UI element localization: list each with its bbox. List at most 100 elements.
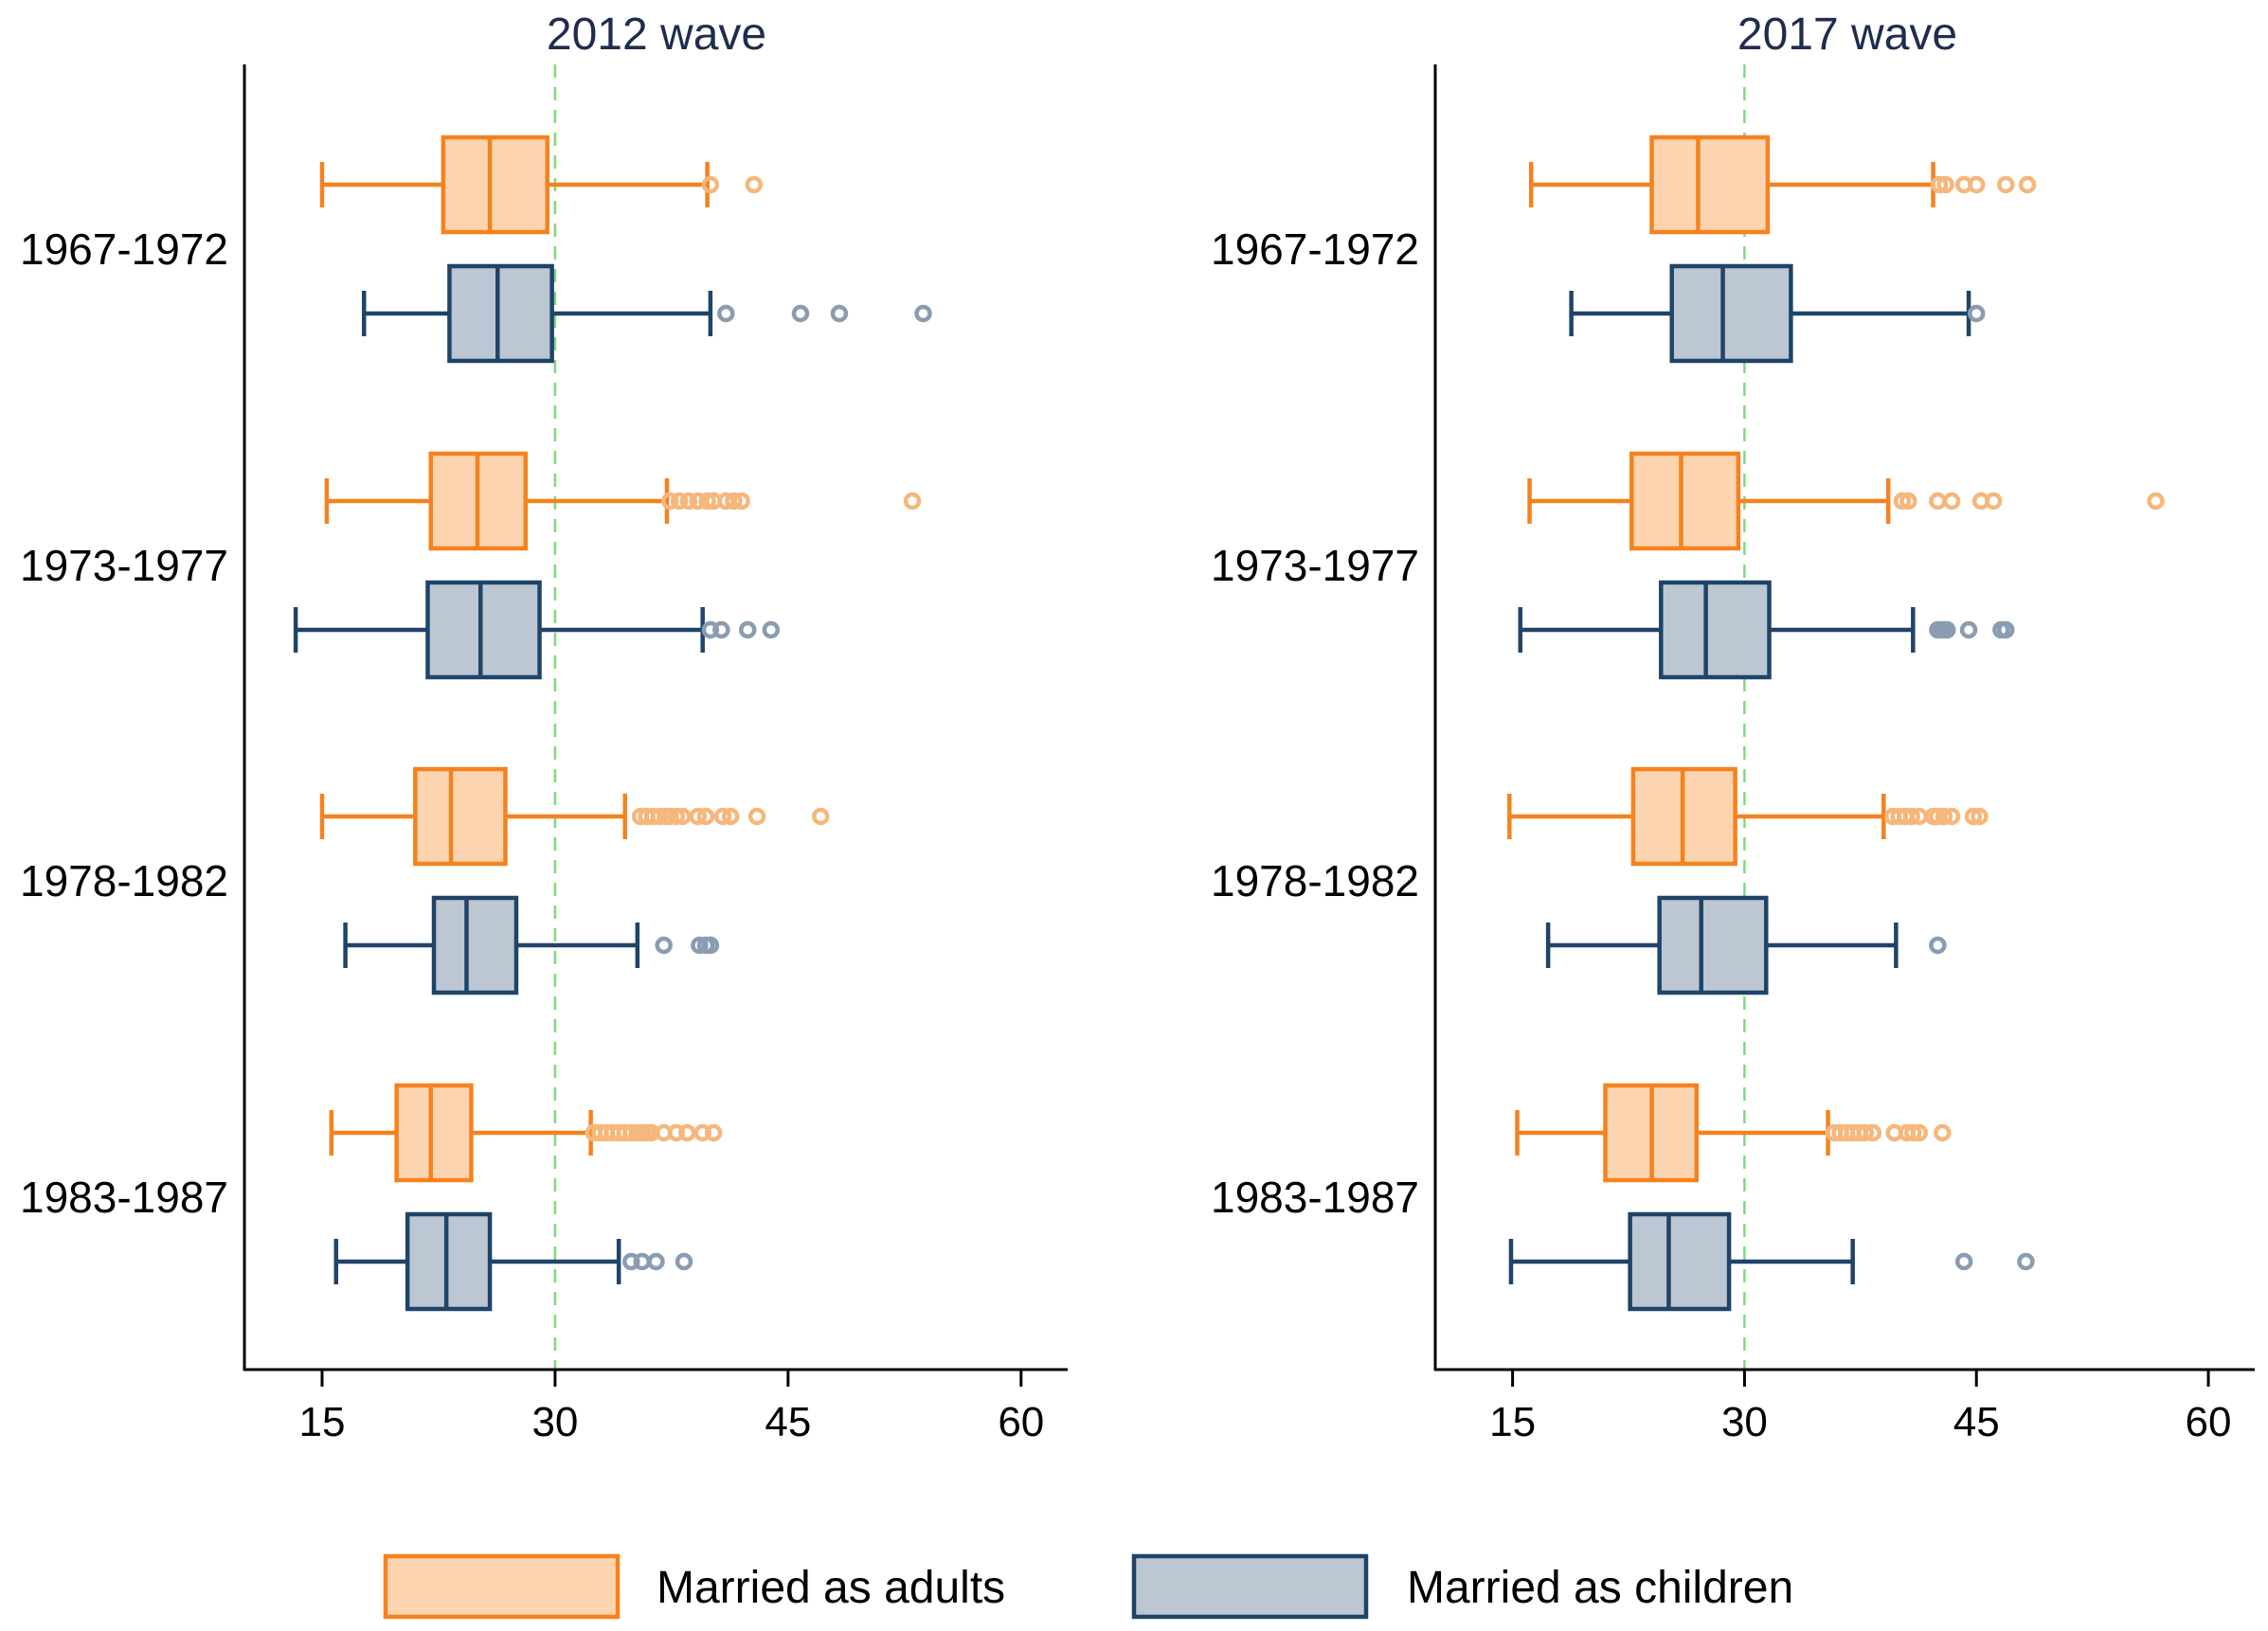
outlier-point — [914, 304, 932, 323]
outlier-point — [717, 304, 735, 323]
outlier-point — [1929, 936, 1947, 955]
outlier-point — [1996, 620, 2015, 639]
legend-item-married-as-children: Married as children — [1131, 1553, 1793, 1620]
iqr-box — [441, 134, 549, 235]
outlier-point — [667, 1123, 686, 1142]
outlier-point — [712, 620, 730, 639]
box-married-as-adults — [319, 766, 830, 867]
x-tick-label: 60 — [2186, 1399, 2232, 1445]
iqr-box — [1649, 134, 1771, 235]
outlier-point — [830, 304, 849, 323]
outlier-point — [2018, 175, 2037, 194]
box-married-as-adults — [1507, 766, 1989, 867]
outlier-point — [725, 492, 743, 511]
panel-title: 2012 wave — [547, 9, 766, 60]
x-tick-label: 30 — [1721, 1399, 1768, 1445]
outlier-point — [650, 807, 669, 826]
category-label: 1973-1977 — [20, 541, 228, 590]
category-label: 1978-1982 — [1211, 856, 1419, 905]
outlier-point — [1937, 620, 1956, 639]
x-tick-label: 60 — [998, 1399, 1044, 1445]
box-married-as-adults — [324, 451, 922, 551]
iqr-box — [1657, 895, 1769, 995]
box-married-as-adults — [1528, 134, 2037, 235]
x-tick-label: 45 — [1953, 1399, 2000, 1445]
outlier-point — [675, 1252, 693, 1271]
outlier-point — [1856, 1123, 1874, 1142]
category-label: 1983-1987 — [1211, 1173, 1419, 1222]
outlier-point — [791, 304, 810, 323]
outlier-point — [1996, 175, 2015, 194]
outlier-point — [747, 807, 766, 826]
outlier-point — [1929, 492, 1947, 511]
outlier-point — [670, 492, 689, 511]
x-tick-label: 30 — [531, 1399, 578, 1445]
box-married-as-children — [362, 263, 932, 364]
outlier-point — [903, 492, 922, 511]
category-label: 1973-1977 — [1211, 541, 1419, 590]
outlier-point — [1910, 1123, 1929, 1142]
outlier-point — [622, 1123, 640, 1142]
group-1978-1982: 1978-1982 — [20, 766, 830, 995]
x-tick-label: 15 — [1489, 1399, 1536, 1445]
panel-2012-wave: 2012 wave 15 30 45 60 1967-1972 1973-1977 1978-… — [20, 9, 1068, 1445]
outlier-point — [696, 807, 715, 826]
iqr-box — [1628, 1211, 1732, 1312]
category-label: 1983-1987 — [20, 1173, 228, 1222]
outlier-point — [1863, 1123, 1882, 1142]
panel-title: 2017 wave — [1737, 9, 1957, 60]
box-married-as-children — [1545, 895, 1947, 995]
outlier-point — [762, 620, 781, 639]
outlier-point — [1899, 492, 1917, 511]
outlier-point — [1967, 304, 1986, 323]
outlier-point — [678, 1123, 696, 1142]
iqr-box — [1629, 451, 1741, 551]
panel-2017-wave: 2017 wave 15 30 45 60 1967-1972 1973-1977 1978-… — [1211, 9, 2255, 1445]
outlier-point — [698, 492, 716, 511]
outlier-point — [701, 175, 720, 194]
iqr-box — [405, 1211, 493, 1312]
x-tick-label: 45 — [765, 1399, 811, 1445]
outlier-point — [691, 936, 709, 955]
legend: Married as adults Married as children — [383, 1553, 1793, 1620]
outlier-point — [717, 492, 735, 511]
outlier-point — [1902, 807, 1920, 826]
iqr-box — [1659, 580, 1772, 680]
outlier-point — [1959, 620, 1978, 639]
group-1983-1987: 1983-1987 — [1211, 1083, 2035, 1312]
outlier-point — [1934, 1123, 1952, 1142]
outlier-point — [745, 175, 764, 194]
outlier-point — [655, 936, 673, 955]
category-label: 1978-1982 — [20, 856, 228, 905]
group-1973-1977: 1973-1977 — [1211, 451, 2165, 680]
outlier-point — [1971, 807, 1989, 826]
iqr-box — [413, 766, 508, 867]
outlier-point — [674, 807, 692, 826]
outlier-point — [1942, 492, 1961, 511]
outlier-point — [689, 807, 708, 826]
group-1973-1977: 1973-1977 — [20, 451, 922, 680]
iqr-box — [431, 895, 519, 995]
outlier-point — [721, 807, 740, 826]
outlier-point — [732, 492, 750, 511]
outlier-point — [667, 807, 686, 826]
box-married-as-children — [293, 580, 781, 680]
box-married-as-adults — [329, 1083, 723, 1183]
legend-swatch — [383, 1553, 621, 1620]
iqr-box — [1669, 263, 1793, 364]
outlier-point — [2147, 492, 2165, 511]
outlier-point — [633, 1252, 651, 1271]
box-married-as-children — [1518, 580, 2015, 680]
box-married-as-children — [333, 1211, 693, 1312]
legend-swatch — [1131, 1553, 1369, 1620]
box-married-as-children — [1569, 263, 1986, 364]
box-married-as-adults — [319, 134, 764, 235]
outlier-point — [1904, 1123, 1922, 1142]
x-tick-label: 15 — [299, 1399, 346, 1445]
group-1983-1987: 1983-1987 — [20, 1083, 723, 1312]
outlier-point — [713, 807, 732, 826]
outlier-point — [1954, 1252, 1973, 1271]
category-label: 1967-1972 — [20, 224, 228, 274]
outlier-point — [622, 1252, 640, 1271]
iqr-box — [447, 263, 554, 364]
